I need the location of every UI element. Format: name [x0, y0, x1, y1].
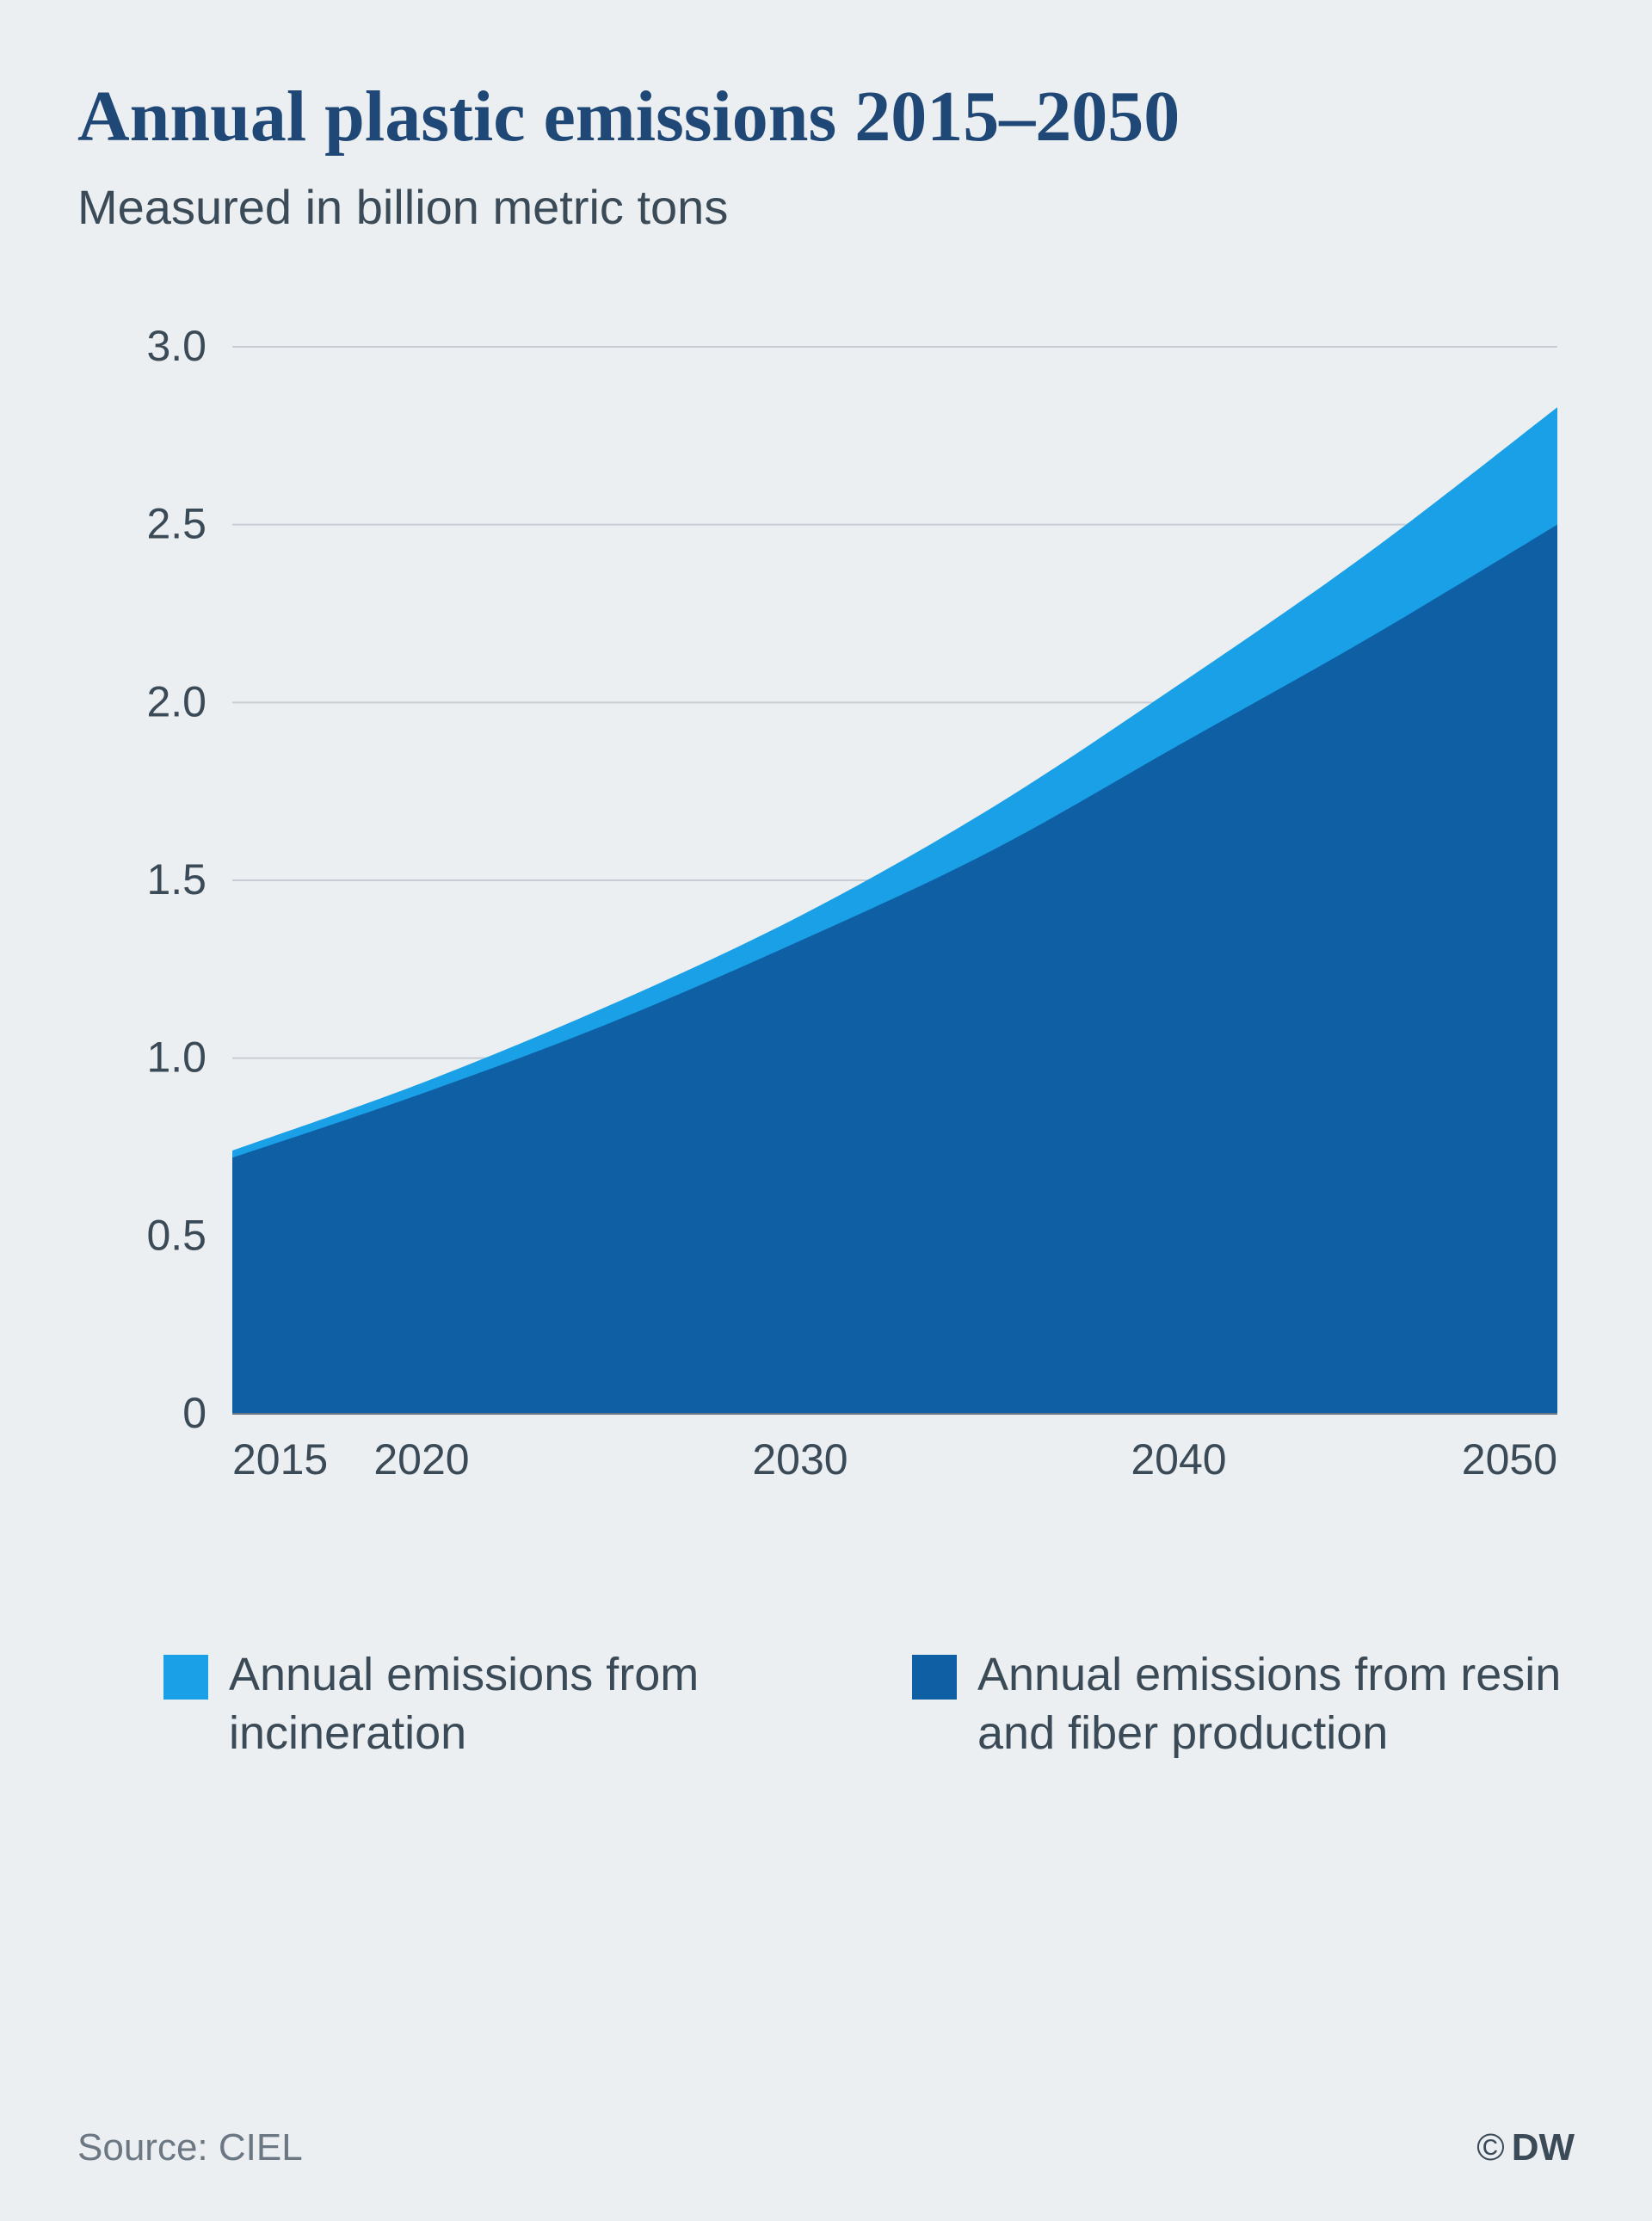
stacked-area-chart: 0 0.5 1.0 1.5 2.0 2.5 3.0 2015 2020 2030 2040 2050 [77, 330, 1575, 1517]
y-tick-label: 1.5 [146, 855, 206, 904]
copyright: © DW [1476, 2126, 1575, 2169]
y-tick-label: 0 [182, 1389, 206, 1437]
legend-item-incineration: Annual emissions from incineration [163, 1646, 817, 1762]
chart-title: Annual plastic emissions 2015–2050 [77, 77, 1575, 157]
y-tick-label: 3.0 [146, 330, 206, 370]
x-tick-label: 2020 [373, 1435, 469, 1484]
legend-swatch-icon [163, 1655, 208, 1700]
legend-swatch-icon [912, 1655, 957, 1700]
copyright-symbol-icon: © [1476, 2126, 1504, 2169]
brand-label: DW [1512, 2126, 1575, 2169]
legend-label: Annual emissions from incineration [229, 1646, 817, 1762]
y-tick-label: 2.5 [146, 500, 206, 548]
x-tick-label: 2050 [1462, 1435, 1557, 1484]
footer: Source: CIEL © DW [77, 2075, 1575, 2169]
legend-item-resin-fiber: Annual emissions from resin and fiber pr… [912, 1646, 1566, 1762]
chart-subtitle: Measured in billion metric tons [77, 179, 1575, 235]
legend: Annual emissions from incineration Annua… [77, 1646, 1575, 1762]
legend-label: Annual emissions from resin and fiber pr… [977, 1646, 1566, 1762]
x-tick-label: 2015 [232, 1435, 328, 1484]
y-tick-label: 0.5 [146, 1212, 206, 1260]
chart-card: Annual plastic emissions 2015–2050 Measu… [0, 0, 1652, 2221]
y-tick-label: 2.0 [146, 678, 206, 726]
x-tick-label: 2040 [1131, 1435, 1226, 1484]
y-tick-label: 1.0 [146, 1033, 206, 1082]
area-resin-fiber [232, 525, 1557, 1414]
chart-area: 0 0.5 1.0 1.5 2.0 2.5 3.0 2015 2020 2030 2040 2050 [77, 330, 1575, 1517]
x-tick-label: 2030 [752, 1435, 848, 1484]
source-label: Source: CIEL [77, 2126, 303, 2169]
